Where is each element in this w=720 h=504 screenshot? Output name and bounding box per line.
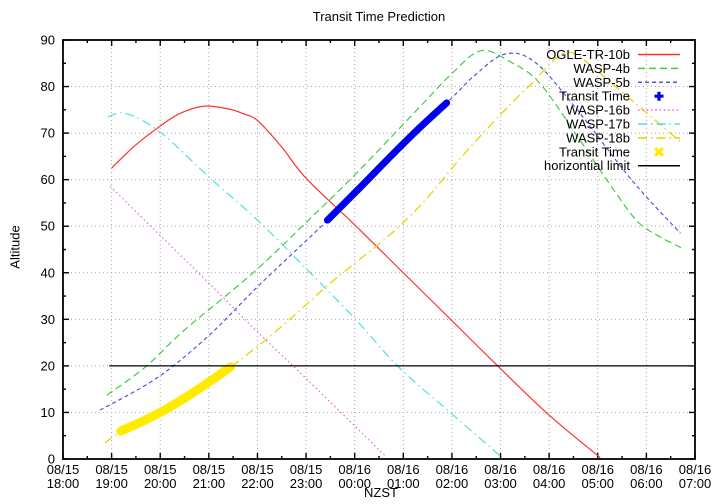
x-tick-label-date: 08/15	[193, 462, 226, 477]
legend-label-wasp-18b: WASP-18b	[566, 130, 630, 145]
legend-label-wasp-17b: WASP-17b	[566, 117, 630, 132]
x-tick-label-time: 06:00	[630, 476, 663, 491]
x-tick-label-date: 08/16	[533, 462, 566, 477]
x-tick-label-date: 08/16	[630, 462, 663, 477]
legend-marker-plus	[654, 91, 664, 101]
x-tick-label-time: 23:00	[290, 476, 323, 491]
legend-label-transit-time: Transit Time	[559, 144, 630, 159]
y-tick-label: 80	[41, 79, 55, 94]
x-tick-label-date: 08/15	[290, 462, 323, 477]
series-wasp-17b	[107, 112, 503, 459]
series-wasp-16b	[109, 185, 387, 458]
x-tick-label-time: 18:00	[47, 476, 80, 491]
legend-marker-cross	[654, 146, 664, 157]
x-tick-label-time: 07:00	[679, 476, 712, 491]
y-tick-label: 70	[41, 126, 55, 141]
x-tick-label-time: 00:00	[338, 476, 371, 491]
x-tick-label-time: 05:00	[581, 476, 614, 491]
y-tick-label: 0	[48, 452, 55, 467]
legend-label-transit-time: Transit Time	[559, 89, 630, 104]
x-tick-label-time: 19:00	[95, 476, 128, 491]
series-transit-time	[323, 99, 451, 224]
x-axis-label: NZST	[364, 485, 398, 500]
y-tick-label: 50	[41, 219, 55, 234]
x-tick-label-time: 20:00	[144, 476, 177, 491]
y-tick-label: 90	[41, 33, 55, 48]
y-tick-label: 60	[41, 172, 55, 187]
y-tick-label: 10	[41, 405, 55, 420]
x-tick-label-date: 08/16	[679, 462, 712, 477]
x-tick-label-date: 08/15	[95, 462, 128, 477]
x-tick-label-time: 02:00	[436, 476, 469, 491]
chart-title: Transit Time Prediction	[312, 9, 446, 24]
y-tick-label: 20	[41, 358, 55, 373]
legend-label-wasp-5b: WASP-5b	[573, 75, 630, 90]
series-ogle-tr-10b	[111, 105, 601, 459]
y-tick-label: 40	[41, 265, 55, 280]
legend-label-ogle-tr-10b: OGLE-TR-10b	[546, 47, 630, 62]
legend-label-wasp-4b: WASP-4b	[573, 61, 630, 76]
legend-label-wasp-16b: WASP-16b	[566, 103, 630, 118]
x-tick-label-date: 08/16	[436, 462, 469, 477]
y-tick-label: 30	[41, 312, 55, 327]
x-tick-label-date: 08/16	[387, 462, 420, 477]
x-tick-label-date: 08/16	[484, 462, 517, 477]
plot-frame	[62, 39, 696, 460]
x-tick-label-time: 22:00	[241, 476, 274, 491]
x-tick-label-date: 08/15	[47, 462, 80, 477]
series-transit-time	[116, 362, 236, 436]
x-tick-label-date: 08/16	[338, 462, 371, 477]
x-tick-label-date: 08/16	[581, 462, 614, 477]
x-tick-label-time: 01:00	[387, 476, 420, 491]
x-tick-label-date: 08/15	[241, 462, 274, 477]
x-tick-label-time: 21:00	[193, 476, 226, 491]
x-tick-label-time: 03:00	[484, 476, 517, 491]
x-tick-label-time: 04:00	[533, 476, 566, 491]
x-tick-label-date: 08/15	[144, 462, 177, 477]
legend-label-horizontial-limit: horizontial limit	[544, 158, 630, 173]
series-wasp-4b	[106, 49, 683, 396]
